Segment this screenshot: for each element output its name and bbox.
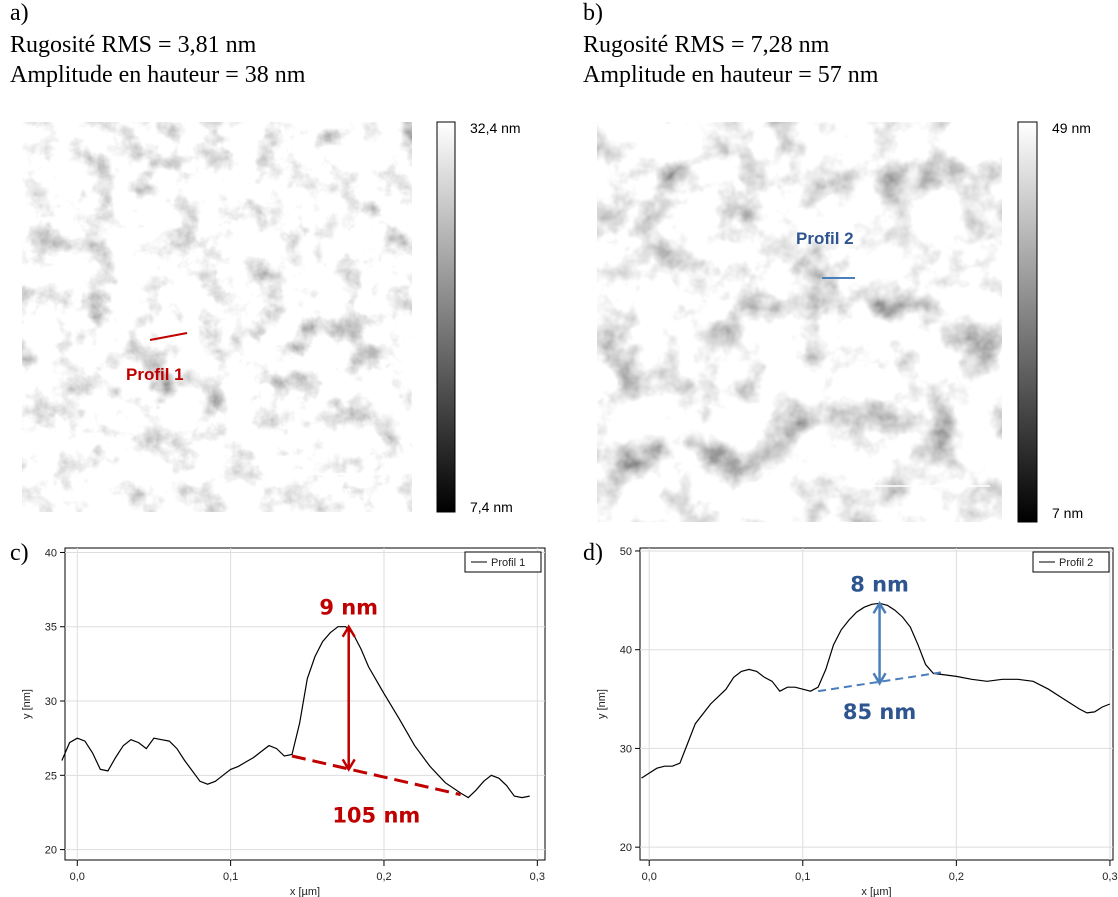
colorbar-min: 7 nm (1052, 505, 1083, 521)
baseline (817, 671, 942, 693)
arrow-head (341, 758, 356, 772)
arrow-head (872, 600, 887, 614)
y-axis-label: y [nm] (596, 689, 608, 719)
height-label: 9 nm (319, 596, 378, 620)
legend-box (1032, 551, 1110, 573)
colorbar-max: 49 nm (1052, 120, 1091, 136)
y-tick-label: 40 (620, 645, 632, 657)
width-label: 105 nm (332, 804, 420, 828)
caption-line: Amplitude en hauteur = 38 nm (10, 62, 306, 88)
x-tick-label: 0,1 (795, 871, 810, 883)
y-tick-label: 35 (45, 622, 57, 634)
x-tick-label: 0,3 (530, 871, 545, 883)
x-tick-label: 0,2 (376, 871, 391, 883)
panel-label: b) (583, 0, 603, 26)
plot-frame (64, 547, 546, 861)
x-axis-label: x [µm] (861, 886, 891, 897)
legend-label: Profil 1 (491, 557, 525, 569)
profile-line (61, 626, 530, 799)
y-tick-label: 50 (620, 546, 632, 558)
caption-line: Rugosité RMS = 3,81 nm (10, 32, 257, 58)
profile-label: Profil 2 (796, 229, 854, 248)
profile-line (641, 602, 1111, 779)
panel-label: d) (583, 540, 603, 566)
y-tick-label: 20 (45, 845, 57, 857)
profile-line (149, 332, 188, 341)
x-tick-label: 0,3 (1102, 871, 1117, 883)
arrow-head (341, 624, 356, 638)
y-tick-label: 25 (45, 770, 57, 782)
profile-label: Profil 1 (126, 365, 184, 384)
colorbar (436, 121, 456, 513)
baseline (291, 754, 461, 797)
x-axis-label: x [µm] (290, 886, 320, 897)
x-tick-label: 0,2 (949, 871, 964, 883)
colorbar-max: 32,4 nm (470, 120, 521, 136)
width-label: 85 nm (843, 700, 916, 724)
height-label: 8 nm (850, 572, 909, 596)
plot-frame (639, 547, 1114, 861)
caption-line: Rugosité RMS = 7,28 nm (583, 32, 830, 58)
y-tick-label: 30 (45, 696, 57, 708)
scale-bar-label: 1 µm (320, 483, 351, 499)
panel-label: a) (10, 0, 29, 26)
afm-image (597, 122, 1002, 522)
legend-label: Profil 2 (1059, 557, 1093, 569)
y-axis-label: y [nm] (21, 689, 33, 719)
y-tick-label: 30 (620, 743, 632, 755)
colorbar (1017, 121, 1038, 523)
legend-box (464, 551, 542, 573)
scale-bar-label: 1 µm (907, 494, 938, 510)
colorbar-min: 7,4 nm (470, 499, 513, 515)
x-tick-label: 0,0 (70, 871, 85, 883)
arrow-head (872, 672, 887, 686)
caption-line: Amplitude en hauteur = 57 nm (583, 62, 879, 88)
x-tick-label: 0,1 (223, 871, 238, 883)
y-tick-label: 20 (620, 842, 632, 854)
panel-label: c) (10, 540, 29, 566)
y-tick-label: 40 (45, 547, 57, 559)
afm-image (22, 122, 412, 512)
x-tick-label: 0,0 (642, 871, 657, 883)
